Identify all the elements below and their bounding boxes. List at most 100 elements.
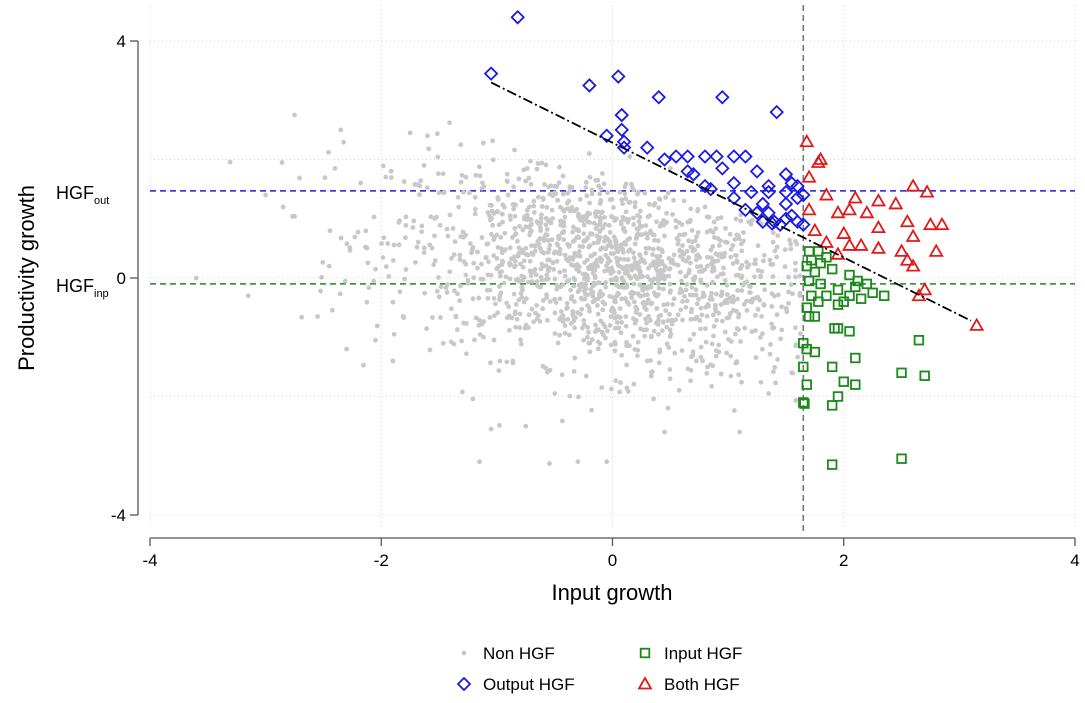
non-hgf-point bbox=[650, 252, 655, 257]
non-hgf-point bbox=[481, 319, 487, 324]
non-hgf-point bbox=[724, 282, 730, 288]
non-hgf-point bbox=[523, 423, 529, 429]
non-hgf-point bbox=[643, 307, 649, 312]
non-hgf-point bbox=[496, 368, 502, 374]
non-hgf-point bbox=[347, 248, 353, 253]
non-hgf-point bbox=[631, 281, 637, 287]
non-hgf-point bbox=[673, 224, 679, 230]
non-hgf-point bbox=[630, 333, 636, 339]
non-hgf-point bbox=[769, 321, 775, 327]
non-hgf-point bbox=[586, 244, 592, 250]
non-hgf-point bbox=[529, 243, 534, 249]
non-hgf-point bbox=[767, 351, 773, 357]
non-hgf-point bbox=[586, 151, 592, 156]
both-hgf-point bbox=[853, 237, 869, 251]
non-hgf-point bbox=[710, 279, 715, 285]
non-hgf-point bbox=[770, 274, 776, 279]
non-hgf-point bbox=[736, 372, 742, 378]
input-hgf-point bbox=[803, 275, 815, 287]
non-hgf-point bbox=[512, 264, 517, 270]
non-hgf-point bbox=[775, 233, 781, 239]
legend-item: Non HGF bbox=[461, 644, 555, 663]
non-hgf-point bbox=[451, 252, 457, 257]
non-hgf-point bbox=[597, 255, 603, 261]
non-hgf-point bbox=[397, 289, 403, 295]
non-hgf-point bbox=[562, 330, 568, 336]
non-hgf-point bbox=[487, 315, 493, 320]
non-hgf-point bbox=[706, 214, 712, 220]
non-hgf-point bbox=[738, 266, 743, 271]
non-hgf-point bbox=[427, 347, 433, 353]
non-hgf-point bbox=[730, 261, 736, 267]
non-hgf-point bbox=[623, 181, 629, 187]
non-hgf-point bbox=[518, 291, 524, 296]
non-hgf-point bbox=[794, 241, 800, 247]
legend-label: Output HGF bbox=[483, 675, 575, 694]
non-hgf-point bbox=[479, 185, 485, 191]
non-hgf-point bbox=[512, 232, 518, 238]
non-hgf-point bbox=[489, 215, 495, 221]
non-hgf-point bbox=[788, 241, 794, 247]
non-hgf-point bbox=[683, 304, 689, 310]
non-hgf-point bbox=[637, 214, 643, 220]
non-hgf-point bbox=[732, 237, 738, 242]
non-hgf-point bbox=[687, 337, 693, 343]
non-hgf-point bbox=[403, 267, 409, 272]
input-hgf-point bbox=[803, 246, 815, 257]
non-hgf-point bbox=[452, 288, 457, 294]
non-hgf-point bbox=[460, 229, 466, 235]
non-hgf-point bbox=[597, 228, 603, 233]
non-hgf-point bbox=[558, 284, 563, 290]
non-hgf-point bbox=[520, 264, 526, 270]
non-hgf-point bbox=[671, 261, 677, 267]
non-hgf-point bbox=[497, 423, 502, 428]
input-hgf-point bbox=[821, 252, 832, 263]
non-hgf-point bbox=[529, 279, 535, 284]
non-hgf-point bbox=[769, 304, 775, 309]
non-hgf-point bbox=[739, 248, 745, 254]
non-hgf-point bbox=[484, 241, 490, 247]
non-hgf-point bbox=[753, 355, 759, 360]
non-hgf-point bbox=[512, 147, 517, 153]
non-hgf-point bbox=[571, 283, 577, 289]
non-hgf-point bbox=[612, 348, 618, 354]
legend-item: Input HGF bbox=[639, 644, 742, 663]
non-hgf-point bbox=[565, 305, 570, 311]
non-hgf-point bbox=[538, 266, 544, 272]
non-hgf-point bbox=[463, 174, 469, 180]
non-hgf-point bbox=[660, 286, 666, 292]
non-hgf-point bbox=[676, 387, 682, 393]
non-hgf-point bbox=[415, 239, 421, 245]
non-hgf-point bbox=[770, 369, 776, 375]
non-hgf-point bbox=[656, 331, 661, 337]
non-hgf-point bbox=[744, 307, 750, 313]
non-hgf-point bbox=[666, 345, 672, 350]
non-hgf-point bbox=[599, 329, 605, 335]
non-hgf-point bbox=[663, 194, 669, 200]
both-hgf-point bbox=[810, 154, 826, 168]
non-hgf-point bbox=[524, 207, 530, 213]
non-hgf-point bbox=[586, 305, 592, 311]
non-hgf-point bbox=[659, 221, 664, 226]
non-hgf-point bbox=[772, 364, 778, 370]
non-hgf-point bbox=[684, 281, 690, 287]
non-hgf-point bbox=[627, 247, 633, 253]
non-hgf-point bbox=[755, 243, 761, 249]
non-hgf-point bbox=[438, 315, 443, 320]
non-hgf-point bbox=[708, 247, 714, 253]
non-hgf-point bbox=[449, 255, 454, 261]
non-hgf-point bbox=[457, 298, 463, 304]
input-hgf-point bbox=[821, 290, 832, 301]
non-hgf-point bbox=[689, 285, 695, 290]
non-hgf-point bbox=[465, 280, 471, 286]
non-hgf-point bbox=[501, 280, 507, 286]
non-hgf-point bbox=[290, 214, 295, 219]
non-hgf-point bbox=[609, 266, 615, 271]
non-hgf-point bbox=[752, 274, 757, 280]
non-hgf-point bbox=[558, 218, 563, 224]
non-hgf-point bbox=[634, 226, 640, 232]
non-hgf-point bbox=[718, 371, 724, 377]
output-hgf-point bbox=[680, 149, 695, 164]
non-hgf-point bbox=[579, 306, 585, 312]
non-hgf-point bbox=[543, 277, 549, 282]
